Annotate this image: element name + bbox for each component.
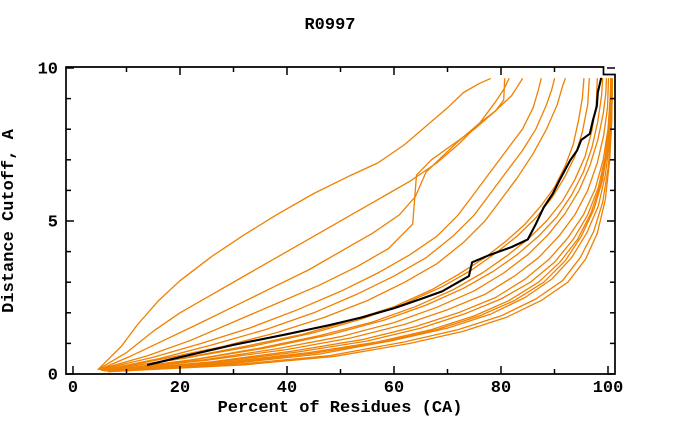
model-11-curve — [104, 78, 604, 372]
model-19-curve — [108, 78, 613, 373]
model-03-curve — [99, 78, 506, 371]
model-09-curve — [103, 78, 590, 371]
model-12-curve — [104, 78, 608, 372]
y-tick-label: 10 — [38, 61, 58, 80]
model-18-curve — [107, 78, 613, 373]
y-axis-label: Distance Cutoff, A — [0, 128, 19, 312]
x-tick-label: 40 — [277, 379, 297, 398]
highlighted-model-curve — [146, 77, 603, 366]
x-tick-label: 80 — [491, 379, 511, 398]
chart-title: R0997 — [304, 16, 355, 35]
x-tick-label: 20 — [170, 379, 190, 398]
model-15-curve — [106, 78, 612, 372]
tick-labels-layer: 0 20 40 60 80 100 0 5 10 — [38, 61, 624, 399]
x-tick-label: 100 — [593, 379, 624, 398]
model-14-curve — [105, 78, 612, 372]
model-08-curve — [101, 78, 585, 371]
model-13-curve — [105, 78, 610, 372]
model-05-curve — [100, 78, 542, 371]
model-17-curve — [107, 78, 612, 372]
ticks-layer — [66, 67, 615, 375]
model-10-curve — [103, 78, 598, 372]
model-02-curve — [97, 78, 510, 371]
curves-layer — [97, 77, 613, 373]
model-20-curve — [108, 78, 613, 373]
x-tick-label: 60 — [384, 379, 404, 398]
x-axis-label: Percent of Residues (CA) — [218, 399, 463, 418]
y-tick-label: 0 — [48, 367, 58, 386]
model-06-curve — [100, 78, 556, 371]
y-tick-label: 5 — [48, 214, 58, 233]
model-07-curve — [101, 78, 566, 371]
x-tick-label: 0 — [68, 379, 78, 398]
model-04-curve — [99, 78, 524, 371]
model-01-curve — [97, 78, 491, 371]
